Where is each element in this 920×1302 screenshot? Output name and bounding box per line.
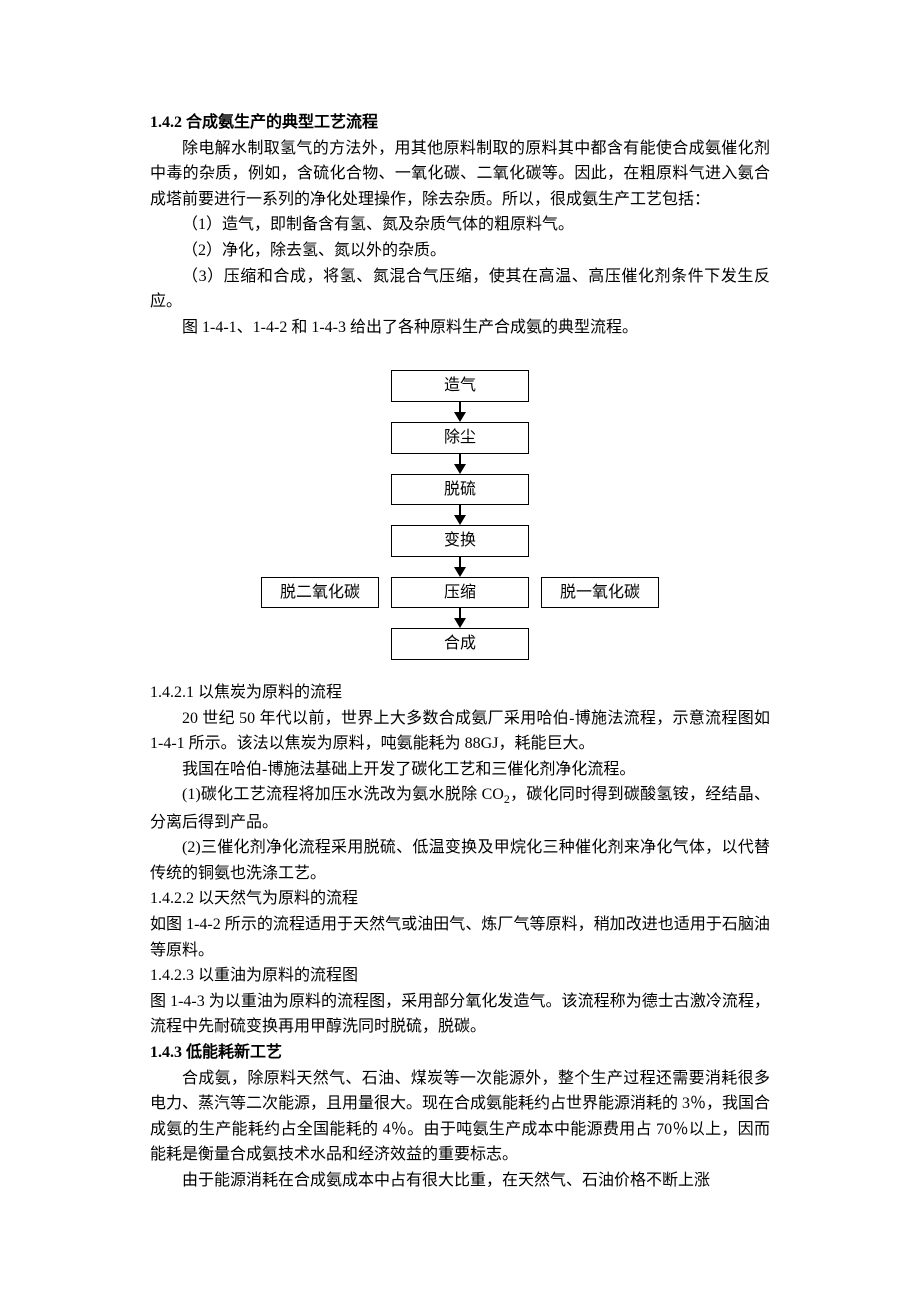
flowchart: 造气 除尘 脱硫 变换 脱二氧化碳 压缩 脱一氧化碳 合成 — [150, 370, 770, 660]
flow-node-yasuo: 压缩 — [391, 577, 529, 609]
heading-1-4-2-3: 1.4.2.3 以重油为原料的流程图 — [150, 963, 770, 989]
flow-arrow-down-icon — [454, 515, 466, 525]
flow-node-chuchen: 除尘 — [391, 422, 529, 454]
flow-node-tuoliu: 脱硫 — [391, 474, 529, 506]
flow-node-right-co: 脱一氧化碳 — [541, 577, 659, 609]
flow-arrow-stem — [459, 505, 461, 515]
para-1421-4: (2)三催化剂净化流程采用脱硫、低温变换及甲烷化三种催化剂来净化气体，以代替传统… — [150, 835, 770, 886]
flow-node-bianhuan: 变换 — [391, 525, 529, 557]
flow-arrow-stem — [459, 608, 461, 618]
flow-node-left-co2: 脱二氧化碳 — [261, 577, 379, 609]
para-1421-1: 20 世纪 50 年代以前，世界上大多数合成氨厂采用哈伯-博施法流程，示意流程图… — [150, 706, 770, 757]
step-1: （1）造气，即制备含有氢、氮及杂质气体的粗原料气。 — [150, 212, 770, 238]
flow-arrow-down-icon — [454, 464, 466, 474]
flow-node-hecheng: 合成 — [391, 628, 529, 660]
para-fig-ref: 图 1-4-1、1-4-2 和 1-4-3 给出了各种原料生产合成氨的典型流程。 — [150, 315, 770, 341]
para-143-2: 由于能源消耗在合成氨成本中占有很大比重，在天然气、石油价格不断上涨 — [150, 1168, 770, 1194]
para-142-intro: 除电解水制取氢气的方法外，用其他原料制取的原料其中都含有能使合成氨催化剂中毒的杂… — [150, 136, 770, 213]
para-1421-2: 我国在哈伯-博施法基础上开发了碳化工艺和三催化剂净化流程。 — [150, 757, 770, 783]
step-3: （3）压缩和合成，将氢、氮混合气压缩，使其在高温、高压催化剂条件下发生反应。 — [150, 264, 770, 315]
para-1421-3a: (1)碳化工艺流程将加压水洗改为氨水脱除 CO — [182, 786, 504, 803]
para-1422-1: 如图 1-4-2 所示的流程适用于天然气或油田气、炼厂气等原料，稍加改进也适用于… — [150, 912, 770, 963]
flow-arrow-down-icon — [454, 618, 466, 628]
heading-1-4-3: 1.4.3 低能耗新工艺 — [150, 1040, 770, 1066]
heading-1-4-2-1: 1.4.2.1 以焦炭为原料的流程 — [150, 680, 770, 706]
flow-arrow-down-icon — [454, 412, 466, 422]
flow-arrow-down-icon — [454, 567, 466, 577]
flow-arrow-stem — [459, 454, 461, 464]
flow-node-zaoqi: 造气 — [391, 370, 529, 402]
para-1423-1: 图 1-4-3 为以重油为原料的流程图，采用部分氧化发造气。该流程称为德士古激冷… — [150, 989, 770, 1040]
heading-1-4-2: 1.4.2 合成氨生产的典型工艺流程 — [150, 110, 770, 136]
heading-1-4-2-2: 1.4.2.2 以天然气为原料的流程 — [150, 886, 770, 912]
step-2: （2）净化，除去氢、氮以外的杂质。 — [150, 238, 770, 264]
para-1421-3: (1)碳化工艺流程将加压水洗改为氨水脱除 CO2，碳化同时得到碳酸氢铵，经结晶、… — [150, 782, 770, 835]
flow-arrow-stem — [459, 557, 461, 567]
flow-arrow-stem — [459, 402, 461, 412]
para-143-1: 合成氨，除原料天然气、石油、煤炭等一次能源外，整个生产过程还需要消耗很多电力、蒸… — [150, 1066, 770, 1168]
